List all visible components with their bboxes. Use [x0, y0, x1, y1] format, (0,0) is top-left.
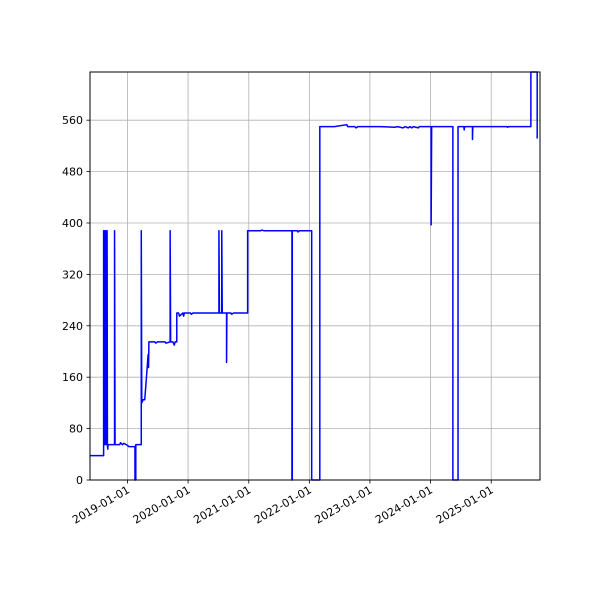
y-tick-label: 240	[62, 320, 83, 333]
plot-area	[90, 71, 538, 481]
y-axis: 0 80 160 240 320 400 480 560	[62, 114, 90, 487]
y-tick-label: 80	[69, 423, 83, 436]
grid	[90, 72, 540, 481]
y-tick-label: 560	[62, 114, 83, 127]
y-tick-label: 400	[62, 217, 83, 230]
y-tick-label: 160	[62, 371, 83, 384]
series-line	[90, 71, 538, 481]
y-tick-label: 480	[62, 166, 83, 179]
y-tick-label: 320	[62, 268, 83, 281]
axes-frame	[89, 71, 541, 481]
y-tick-label: 0	[76, 474, 83, 487]
